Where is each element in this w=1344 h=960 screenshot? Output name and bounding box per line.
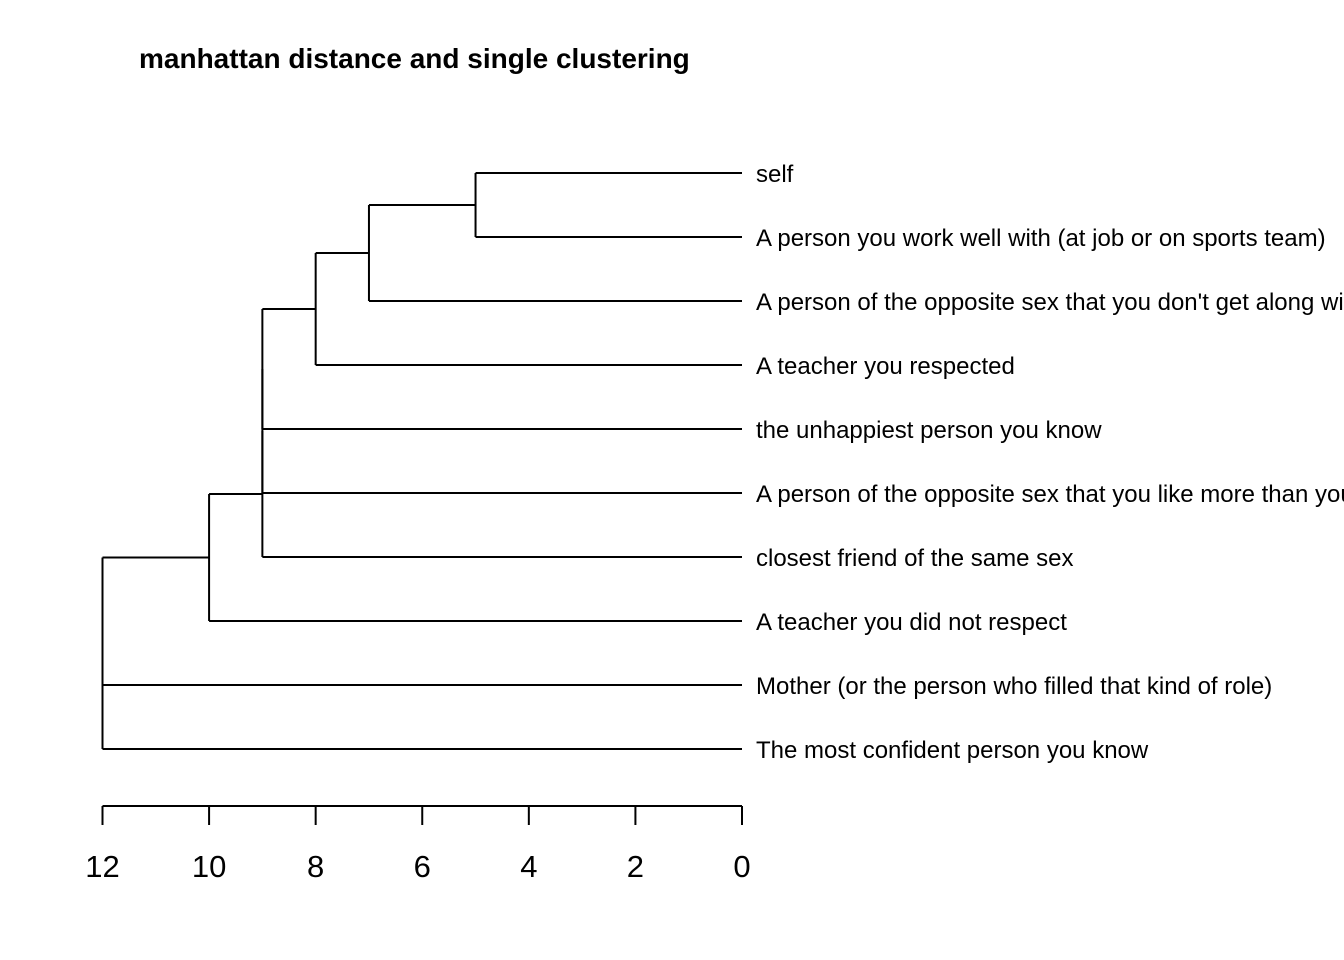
leaf-label: A teacher you respected [756, 353, 1015, 380]
dendrogram-branches [101, 172, 742, 750]
axis-tick-label: 4 [520, 849, 537, 884]
leaf-label: A teacher you did not respect [756, 609, 1067, 636]
chart-title: manhattan distance and single clustering [139, 43, 690, 74]
leaf-label: closest friend of the same sex [756, 545, 1073, 572]
axis-ticks: 12 10 8 6 4 2 0 [85, 806, 751, 884]
axis-tick-label: 12 [85, 849, 119, 884]
leaf-label: A person of the opposite sex that you do… [756, 289, 1344, 316]
axis-tick-label: 6 [414, 849, 431, 884]
axis-tick-label: 2 [627, 849, 644, 884]
leaf-label: Mother (or the person who filled that ki… [756, 673, 1272, 700]
leaf-label: A person of the opposite sex that you li… [756, 481, 1344, 508]
leaf-label: the unhappiest person you know [756, 417, 1102, 444]
distance-axis: 12 10 8 6 4 2 0 [85, 805, 751, 884]
axis-tick-label: 10 [192, 849, 226, 884]
axis-tick-label: 8 [307, 849, 324, 884]
leaf-label: A person you work well with (at job or o… [756, 225, 1326, 252]
leaf-label: self [756, 161, 794, 188]
leaf-labels: self A person you work well with (at job … [756, 161, 1344, 764]
axis-tick-label: 0 [733, 849, 750, 884]
leaf-label: The most confident person you know [756, 737, 1149, 764]
